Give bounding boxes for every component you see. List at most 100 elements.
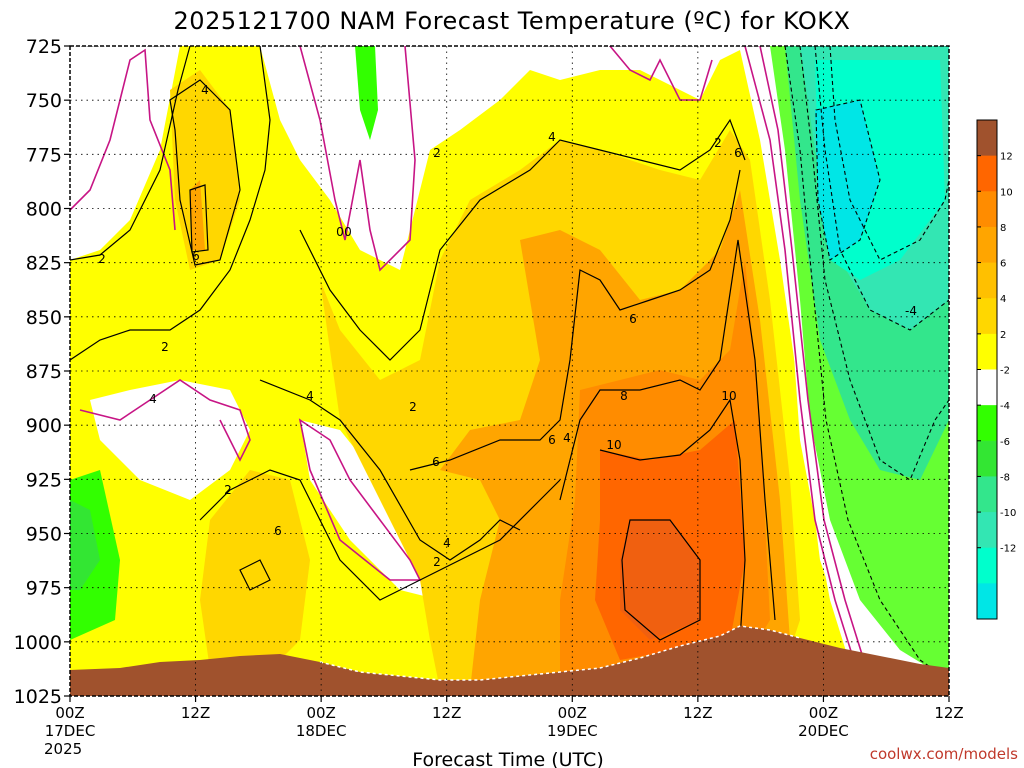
- contour-zero-e: [609, 46, 713, 101]
- y-tick-label: 975: [26, 578, 62, 600]
- colorbar-tick-label: -4: [1000, 401, 1010, 412]
- credit-text: coolwx.com/models: [870, 745, 1018, 763]
- contour-label: 2: [161, 340, 169, 354]
- contour-label: 4: [201, 83, 209, 97]
- contour-label: 2: [98, 252, 106, 266]
- contour-10-a: [599, 398, 746, 641]
- contour-label: 10: [606, 438, 621, 452]
- band-top-green: [355, 46, 378, 140]
- y-tick-label: 1000: [14, 632, 62, 654]
- contour-label: 4: [443, 536, 451, 550]
- x-tick-date: 18DEC: [296, 722, 347, 740]
- band-0-2-island-b: [300, 420, 440, 600]
- y-tick-label: 725: [26, 36, 62, 58]
- y-tick-label: 925: [26, 469, 62, 491]
- contour-2-a: [70, 46, 191, 261]
- contour-zero-g: [759, 46, 876, 696]
- colorbar-swatch: [977, 440, 997, 477]
- x-tick-label: 12Z: [181, 704, 210, 722]
- band-12: [620, 520, 700, 640]
- x-tick-label: 00Z: [55, 704, 84, 722]
- contour-label: 6: [192, 249, 200, 263]
- band-cold--10: [815, 100, 880, 260]
- colorbar-tick-label: -12: [1000, 544, 1016, 555]
- colorbar-swatch: [977, 120, 997, 157]
- contour-4-c: [259, 379, 521, 561]
- contour-4-a: [169, 79, 241, 266]
- contour-label: 4: [149, 392, 157, 406]
- contour-label: 2: [433, 555, 441, 569]
- colorbar-tick-label: -8: [1000, 472, 1010, 483]
- x-tick-date: 19DEC: [547, 722, 598, 740]
- colorbar-swatch: [977, 298, 997, 335]
- colorbar-tick-label: 12: [1000, 152, 1013, 163]
- colorbar-tick-label: 4: [1000, 294, 1006, 305]
- contour-label: -4: [905, 304, 917, 318]
- colorbar-swatch: [977, 333, 997, 370]
- contour-label: 0: [336, 225, 344, 239]
- contour-4-b: [299, 118, 746, 361]
- contour-neg-2: [784, 46, 949, 681]
- x-tick-date: 20DEC: [798, 722, 849, 740]
- contour-2-c: [199, 469, 561, 601]
- colorbar-swatch: [977, 262, 997, 299]
- contour-6-b: [239, 559, 271, 591]
- band-0-2-island: [90, 380, 250, 500]
- colorbar-swatch: [977, 226, 997, 264]
- contour-label: 6: [548, 433, 556, 447]
- contour-label: 8: [620, 389, 628, 403]
- contour-6-a: [409, 169, 741, 471]
- contour-zero-c: [79, 379, 251, 462]
- y-tick-label: 775: [26, 144, 62, 166]
- y-tick-label: 900: [26, 415, 62, 437]
- contour-label: 6: [274, 524, 282, 538]
- colorbar-swatch: [977, 155, 997, 192]
- band-6-8-b: [190, 180, 205, 250]
- x-tick-year: 2025: [44, 740, 82, 758]
- contour-label: 10: [721, 389, 736, 403]
- y-tick-label: 875: [26, 361, 62, 383]
- y-tick-label: 950: [26, 524, 62, 546]
- colorbar-swatch: [977, 583, 997, 620]
- contour-6-c: [189, 184, 209, 253]
- x-tick-label: 00Z: [809, 704, 838, 722]
- y-tick-label: 850: [26, 307, 62, 329]
- x-tick-label: 12Z: [432, 704, 461, 722]
- band-4-6-c: [200, 470, 310, 680]
- contour-8-a: [559, 239, 776, 621]
- contour-label: 2: [409, 400, 417, 414]
- contour-label: 4: [563, 431, 571, 445]
- colorbar: 12 10 8 6 4 2 -2 -4 -6 -8 -10 -12: [976, 119, 1016, 620]
- contour-label: 2: [433, 146, 441, 160]
- contour-zero-f: [744, 46, 866, 696]
- contour-neg-10: [815, 99, 881, 261]
- colorbar-swatch: [977, 369, 997, 406]
- x-tick-label: 12Z: [934, 704, 963, 722]
- grid: [70, 46, 949, 696]
- contour-label: 2: [224, 483, 232, 497]
- contour-zero-b: [299, 46, 416, 272]
- x-axis-label: Forecast Time (UTC): [412, 749, 603, 768]
- y-tick-label: 1025: [14, 686, 62, 708]
- contour-label: 4: [548, 130, 556, 144]
- colorbar-tick-label: -10: [1000, 508, 1016, 519]
- colorbar-swatch: [977, 191, 997, 228]
- colorbar-tick-label: -6: [1000, 437, 1010, 448]
- y-tick-label: 800: [26, 199, 62, 221]
- contour-12-a: [621, 519, 701, 641]
- contour-neg-4: [799, 46, 949, 481]
- x-tick-label: 00Z: [306, 704, 335, 722]
- band-4-6: [170, 70, 240, 270]
- colorbar-tick-label: -2: [1000, 366, 1010, 377]
- colorbar-swatch: [977, 405, 997, 442]
- contour-label: 4: [306, 389, 314, 403]
- colorbar-swatch: [977, 512, 997, 549]
- contour-label: 6: [432, 455, 440, 469]
- contour-label: 2: [714, 136, 722, 150]
- band-left-cold-2: [70, 500, 100, 590]
- colorbar-tick-label: 8: [1000, 223, 1006, 234]
- colorbar-tick-label: 6: [1000, 259, 1006, 270]
